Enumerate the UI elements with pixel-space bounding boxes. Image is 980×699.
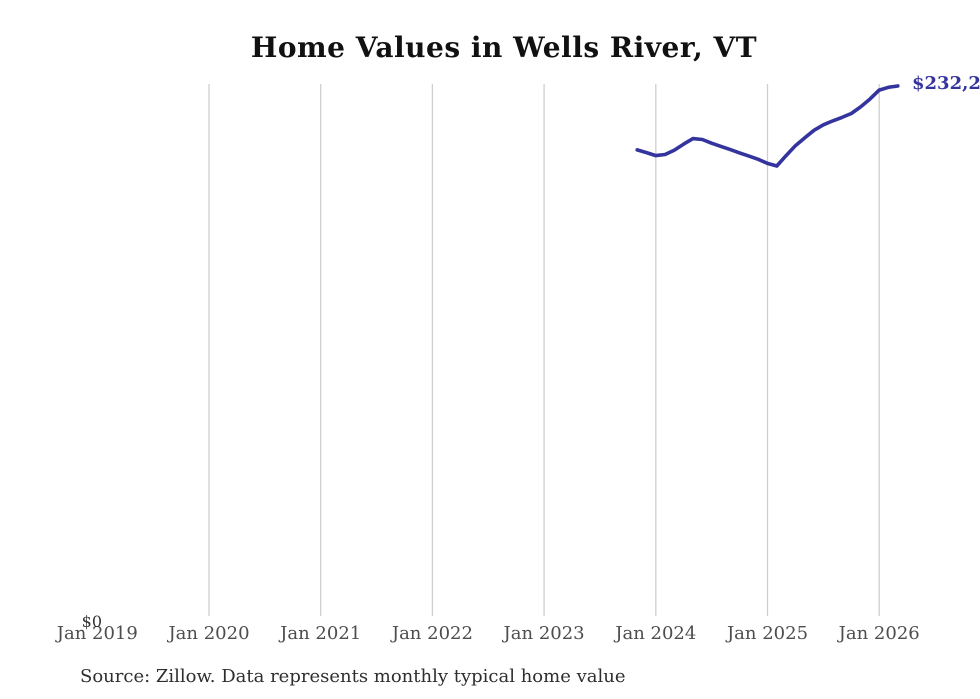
x-tick-label: Jan 2025 [726,623,809,644]
x-tick-label: Jan 2023 [503,623,585,644]
x-tick-label: Jan 2022 [391,623,473,644]
x-tick-label: Jan 2026 [838,623,920,644]
chart-title: Home Values in Wells River, VT [250,31,758,64]
y-axis-zero-label: $0 [81,612,102,631]
source-note: Source: Zillow. Data represents monthly … [80,666,626,687]
x-tick-label: Jan 2020 [168,623,250,644]
latest-value-label: $232,280 [912,73,980,94]
x-tick-label: Jan 2019 [56,623,138,644]
home-value-line [635,84,900,168]
x-tick-label: Jan 2024 [615,623,697,644]
x-tick-label: Jan 2021 [280,623,362,644]
